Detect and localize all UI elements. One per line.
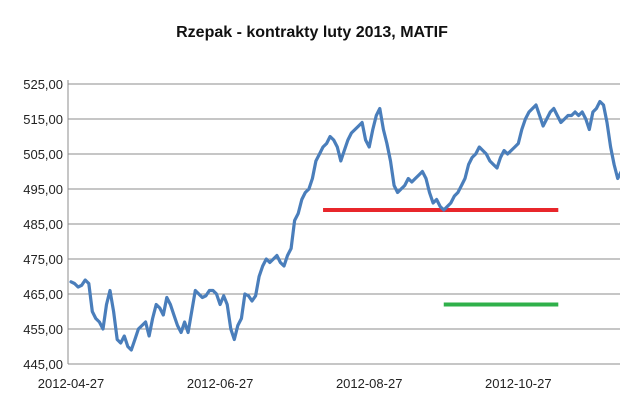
- y-tick-label: 515,00: [23, 112, 63, 127]
- y-tick-label: 485,00: [23, 217, 63, 232]
- grid: [67, 80, 620, 365]
- y-tick-label: 475,00: [23, 252, 63, 267]
- y-tick-label: 445,00: [23, 357, 63, 372]
- series-group: [69, 99, 620, 352]
- x-axis: 2012-04-27 2012-06-27 2012-08-27 2012-10-27: [38, 376, 552, 391]
- y-tick-label: 455,00: [23, 322, 63, 337]
- x-tick-label: 2012-06-27: [187, 376, 254, 391]
- x-tick-label: 2012-04-27: [38, 376, 105, 391]
- y-tick-label: 505,00: [23, 147, 63, 162]
- y-tick-label: 525,00: [23, 77, 63, 92]
- x-tick-label: 2012-10-27: [485, 376, 552, 391]
- reference-lines: [323, 208, 559, 307]
- y-axis: 525,00 515,00 505,00 495,00 485,00 475,00 465,…: [23, 77, 63, 372]
- x-tick-label: 2012-08-27: [336, 376, 403, 391]
- y-tick-label: 495,00: [23, 182, 63, 197]
- y-tick-label: 465,00: [23, 287, 63, 302]
- chart-title: Rzepak - kontrakty luty 2013, MATIF: [176, 24, 448, 41]
- series-line: [69, 99, 620, 352]
